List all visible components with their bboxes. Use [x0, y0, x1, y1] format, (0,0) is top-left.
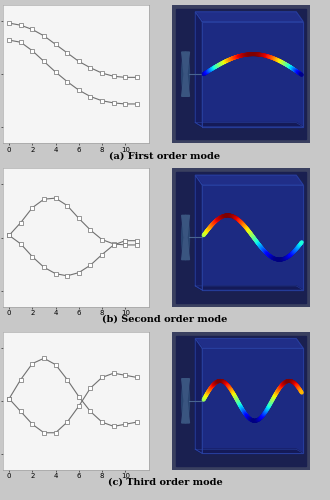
Polygon shape [182, 52, 189, 96]
Polygon shape [182, 216, 189, 260]
Polygon shape [195, 122, 303, 126]
Polygon shape [195, 286, 303, 290]
Polygon shape [202, 185, 303, 290]
Text: (c) Third order mode: (c) Third order mode [108, 478, 222, 487]
Polygon shape [195, 176, 303, 185]
Polygon shape [195, 449, 303, 454]
Text: (a) First order mode: (a) First order mode [110, 152, 220, 160]
Polygon shape [195, 12, 303, 22]
Text: (b) Second order mode: (b) Second order mode [102, 314, 228, 324]
Polygon shape [182, 216, 189, 260]
Polygon shape [202, 22, 303, 127]
Polygon shape [182, 52, 189, 96]
Polygon shape [195, 338, 303, 348]
Polygon shape [195, 12, 202, 126]
Polygon shape [182, 378, 189, 423]
Polygon shape [202, 348, 303, 454]
Polygon shape [195, 338, 202, 454]
Polygon shape [182, 378, 189, 423]
Polygon shape [195, 176, 202, 290]
